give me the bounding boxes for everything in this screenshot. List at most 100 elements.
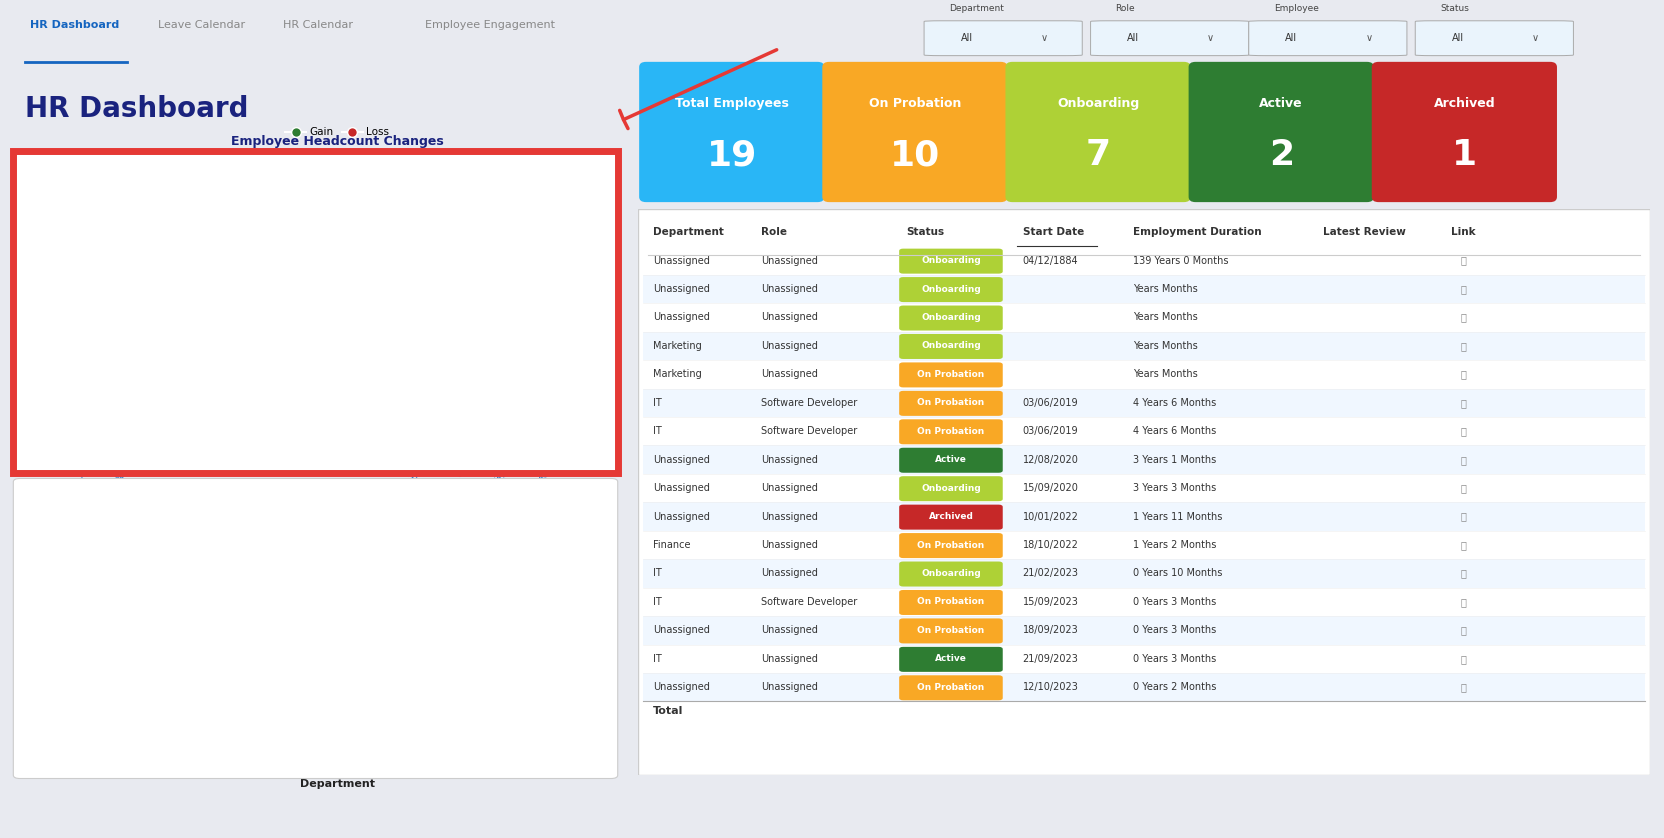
- Text: Unassigned: Unassigned: [760, 455, 817, 465]
- Text: On Probation: On Probation: [917, 370, 983, 379]
- FancyBboxPatch shape: [899, 277, 1002, 302]
- Text: 04/12/1884: 04/12/1884: [1022, 256, 1078, 266]
- Text: 19: 19: [706, 138, 757, 173]
- Text: Finance: Finance: [652, 540, 691, 550]
- Title: Department Size: Department Size: [278, 484, 396, 498]
- Bar: [642, 446, 1644, 474]
- Text: HR Dashboard: HR Dashboard: [30, 20, 120, 30]
- Bar: [642, 389, 1644, 417]
- Text: Unassigned: Unassigned: [760, 284, 817, 294]
- Text: 7: 7: [1085, 138, 1110, 173]
- Text: 🔗: 🔗: [1459, 341, 1466, 351]
- FancyBboxPatch shape: [899, 419, 1002, 444]
- Bar: [642, 559, 1644, 587]
- Text: On Probation: On Probation: [917, 541, 983, 550]
- Text: Unassigned: Unassigned: [652, 284, 709, 294]
- FancyBboxPatch shape: [899, 647, 1002, 672]
- Bar: [557, 284, 582, 380]
- Text: All: All: [1127, 33, 1138, 43]
- Text: Active: Active: [935, 455, 967, 464]
- FancyBboxPatch shape: [1248, 21, 1406, 55]
- Text: Leave Calendar: Leave Calendar: [158, 20, 245, 30]
- Text: 🔗: 🔗: [1459, 682, 1466, 692]
- Text: 4 Years 6 Months: 4 Years 6 Months: [1133, 427, 1216, 437]
- FancyBboxPatch shape: [899, 249, 1002, 274]
- FancyBboxPatch shape: [1414, 21, 1572, 55]
- Text: 12/10/2023: 12/10/2023: [1022, 682, 1078, 692]
- Text: HR Calendar: HR Calendar: [283, 20, 353, 30]
- Text: 21/09/2023: 21/09/2023: [1022, 654, 1078, 664]
- FancyBboxPatch shape: [899, 675, 1002, 701]
- FancyBboxPatch shape: [899, 561, 1002, 587]
- Text: Total: Total: [652, 706, 682, 716]
- Text: 🔗: 🔗: [1459, 540, 1466, 550]
- Text: Unassigned: Unassigned: [652, 625, 709, 635]
- FancyBboxPatch shape: [639, 62, 824, 202]
- Bar: [243, 634, 306, 754]
- Text: 🔗: 🔗: [1459, 654, 1466, 664]
- FancyBboxPatch shape: [637, 210, 1649, 775]
- FancyBboxPatch shape: [899, 362, 1002, 387]
- Text: Years Months: Years Months: [1133, 341, 1198, 351]
- Title: Employee Headcount Changes: Employee Headcount Changes: [231, 136, 443, 148]
- Y-axis label: Employees: Employees: [37, 600, 47, 657]
- Text: 15/09/2023: 15/09/2023: [1022, 597, 1078, 607]
- Text: Unassigned: Unassigned: [760, 568, 817, 578]
- Text: 1 Years 11 Months: 1 Years 11 Months: [1133, 511, 1221, 521]
- Text: Link: Link: [1449, 227, 1474, 237]
- Text: 4 Years 6 Months: 4 Years 6 Months: [1133, 398, 1216, 408]
- Text: 0 Years 10 Months: 0 Years 10 Months: [1133, 568, 1221, 578]
- Text: Archived: Archived: [1433, 97, 1494, 110]
- Text: Employee Engagement: Employee Engagement: [424, 20, 554, 30]
- FancyBboxPatch shape: [899, 334, 1002, 359]
- Text: Years Months: Years Months: [1133, 284, 1198, 294]
- Text: 10: 10: [889, 138, 940, 173]
- Bar: [118, 515, 181, 754]
- Text: Archived: Archived: [929, 512, 973, 521]
- FancyBboxPatch shape: [899, 533, 1002, 558]
- Text: Total Employees: Total Employees: [674, 97, 789, 110]
- Text: IT: IT: [652, 427, 662, 437]
- Text: Unassigned: Unassigned: [760, 484, 817, 493]
- Bar: [642, 502, 1644, 530]
- Text: 03/06/2019: 03/06/2019: [1022, 398, 1078, 408]
- Text: On Probation: On Probation: [917, 626, 983, 635]
- Text: Unassigned: Unassigned: [760, 682, 817, 692]
- Bar: [135, 332, 160, 380]
- Text: Unassigned: Unassigned: [760, 256, 817, 266]
- Text: 0 Years 3 Months: 0 Years 3 Months: [1133, 654, 1216, 664]
- Text: All: All: [1285, 33, 1296, 43]
- Text: Onboarding: Onboarding: [920, 256, 980, 265]
- Text: Unassigned: Unassigned: [652, 313, 709, 323]
- Text: Unassigned: Unassigned: [652, 682, 709, 692]
- Text: ∨: ∨: [1531, 33, 1538, 43]
- Text: 🔗: 🔗: [1459, 597, 1466, 607]
- FancyBboxPatch shape: [899, 618, 1002, 644]
- Legend: Gain, Loss: Gain, Loss: [281, 123, 393, 142]
- Text: 03/06/2019: 03/06/2019: [1022, 427, 1078, 437]
- Text: IT: IT: [652, 597, 662, 607]
- Text: 🔗: 🔗: [1459, 568, 1466, 578]
- Bar: [642, 332, 1644, 360]
- Text: Onboarding: Onboarding: [1057, 97, 1138, 110]
- Text: IT: IT: [652, 398, 662, 408]
- Text: Unassigned: Unassigned: [652, 484, 709, 493]
- Bar: [429, 380, 456, 428]
- Text: Unassigned: Unassigned: [760, 313, 817, 323]
- Bar: [642, 616, 1644, 644]
- FancyBboxPatch shape: [899, 391, 1002, 416]
- Text: 🔗: 🔗: [1459, 284, 1466, 294]
- FancyBboxPatch shape: [899, 476, 1002, 501]
- Text: 3 Years 3 Months: 3 Years 3 Months: [1133, 484, 1216, 493]
- Text: Software Developer: Software Developer: [760, 427, 857, 437]
- Text: Software Developer: Software Developer: [760, 597, 857, 607]
- Text: 🔗: 🔗: [1459, 625, 1466, 635]
- Text: 15/09/2020: 15/09/2020: [1022, 484, 1078, 493]
- Text: 0 Years 2 Months: 0 Years 2 Months: [1133, 682, 1216, 692]
- Text: Unassigned: Unassigned: [652, 256, 709, 266]
- Bar: [642, 275, 1644, 303]
- Text: 1 Years 2 Months: 1 Years 2 Months: [1133, 540, 1216, 550]
- Text: Onboarding: Onboarding: [920, 484, 980, 493]
- FancyBboxPatch shape: [822, 62, 1007, 202]
- Bar: [92, 332, 116, 380]
